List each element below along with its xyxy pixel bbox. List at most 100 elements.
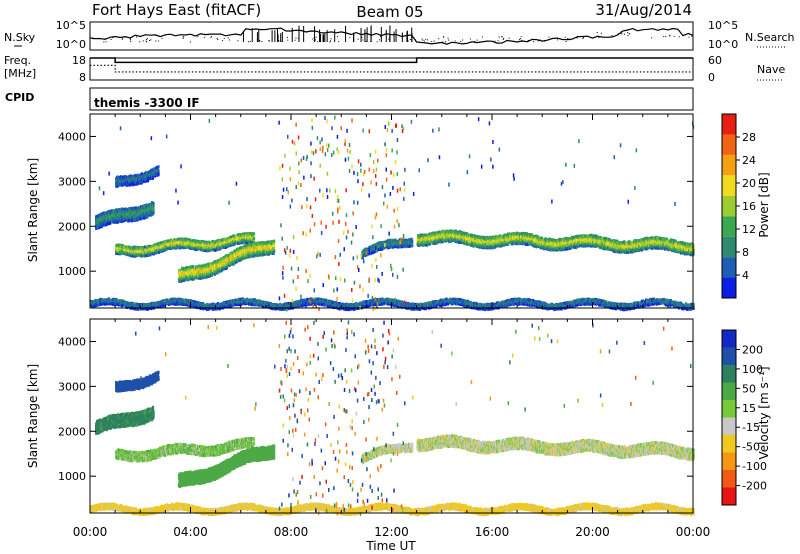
nsearch-dot <box>474 40 476 42</box>
nsky-left-tick-bottom: 10^0 <box>56 38 86 51</box>
nsearch-dot <box>121 38 123 40</box>
nsearch-dot <box>621 33 623 35</box>
nsearch-dot <box>469 38 471 40</box>
cpid-text: themis -3300 IF <box>94 96 200 110</box>
power-cell <box>149 253 152 257</box>
nsearch-dot <box>228 39 230 41</box>
freq-panel <box>89 57 694 81</box>
power-cell <box>214 248 217 252</box>
nsearch-dot <box>329 41 331 43</box>
nsearch-dot <box>527 39 529 41</box>
power-cell <box>199 264 203 269</box>
nsearch-dot <box>130 41 132 43</box>
nsearch-dot <box>182 36 184 38</box>
nsearch-dot <box>361 36 363 38</box>
nsearch-dot <box>349 36 351 38</box>
nsearch-dot <box>145 40 147 42</box>
nsearch-dot <box>142 40 144 42</box>
nsearch-dot <box>129 39 131 41</box>
nsearch-dot <box>651 37 653 39</box>
nsearch-dot <box>150 39 152 41</box>
nsearch-dot <box>211 36 213 38</box>
nsearch-dot <box>423 40 425 42</box>
nsearch-dot <box>112 37 114 39</box>
nsearch-dot <box>317 41 319 43</box>
power-cell <box>515 236 518 240</box>
freq-label-line1: Freq. <box>4 54 31 67</box>
nsearch-dot <box>362 39 364 41</box>
power-cell <box>425 241 428 245</box>
nsearch-dot <box>145 39 147 41</box>
nsearch-dot <box>442 41 444 43</box>
nsearch-dot <box>570 38 572 40</box>
nsearch-dot <box>155 40 157 42</box>
nsearch-dot <box>519 38 521 40</box>
nsearch-dot <box>426 39 428 41</box>
nsearch-dot <box>582 37 584 39</box>
nsearch-dot <box>357 38 359 40</box>
beam-title: Beam 05 <box>356 3 423 21</box>
nsearch-dot <box>596 31 598 33</box>
nsearch-dot <box>502 38 504 40</box>
nsearch-dot <box>628 33 630 35</box>
nsky-left-tick-top: 10^5 <box>56 19 86 32</box>
power-cell <box>246 240 249 244</box>
power-cell <box>244 232 247 236</box>
power-cell <box>460 235 463 239</box>
nsearch-dot <box>124 36 126 38</box>
nsearch-dot <box>261 40 263 42</box>
power-cell <box>196 276 199 280</box>
power-cell <box>273 239 276 243</box>
nsearch-dot <box>149 40 151 42</box>
nsearch-dot <box>388 38 390 40</box>
nsearch-dot <box>669 35 671 37</box>
nsearch-dot <box>389 37 391 39</box>
power-cell <box>156 245 159 249</box>
power-cell <box>212 271 215 275</box>
power-cell <box>515 234 518 238</box>
nsearch-dot <box>269 40 271 42</box>
power-cell <box>571 245 574 249</box>
nsearch-dot <box>203 36 205 38</box>
nsearch-dot <box>336 36 338 38</box>
nsearch-dot <box>691 35 693 37</box>
nsearch-dot <box>103 41 105 43</box>
power-cell <box>570 238 573 242</box>
power-cell <box>132 247 135 251</box>
nsearch-dot <box>673 35 675 37</box>
freq-left-tick-top: 18 <box>72 54 86 67</box>
power-cell <box>651 238 655 242</box>
nsearch-dot <box>422 39 424 41</box>
power-cell <box>534 234 537 238</box>
nsearch-dot <box>627 32 629 34</box>
nsearch-dot <box>298 37 300 39</box>
cpid-panel <box>89 87 694 111</box>
nsearch-dot <box>92 38 94 40</box>
power-cell <box>665 246 668 250</box>
nsearch-dot <box>447 37 449 39</box>
nsearch-dot <box>548 36 550 38</box>
nsearch-dot <box>278 40 280 42</box>
nsearch-dot <box>129 38 131 40</box>
nsearch-dot <box>688 36 690 38</box>
frequency-line <box>90 57 693 64</box>
nsearch-dot <box>104 38 106 40</box>
nsearch-dot <box>627 35 629 37</box>
nsky-noise-spikes <box>242 25 413 42</box>
nsearch-dot <box>425 38 427 40</box>
nsearch-dot <box>125 36 127 38</box>
nsearch-dot <box>494 40 496 42</box>
freq-right-tick-bottom: 0 <box>708 71 715 84</box>
nsearch-dot <box>663 35 665 37</box>
nsearch-dot <box>609 36 611 38</box>
power-cell <box>636 248 639 252</box>
power-cell <box>545 246 548 250</box>
nsearch-dot <box>577 36 579 38</box>
power-cell <box>189 238 192 242</box>
nsearch-dot <box>217 39 219 41</box>
nsearch-dot <box>520 36 522 38</box>
power-cell <box>252 254 256 258</box>
date-title: 31/Aug/2014 <box>595 1 692 19</box>
nsearch-dot <box>210 37 212 39</box>
